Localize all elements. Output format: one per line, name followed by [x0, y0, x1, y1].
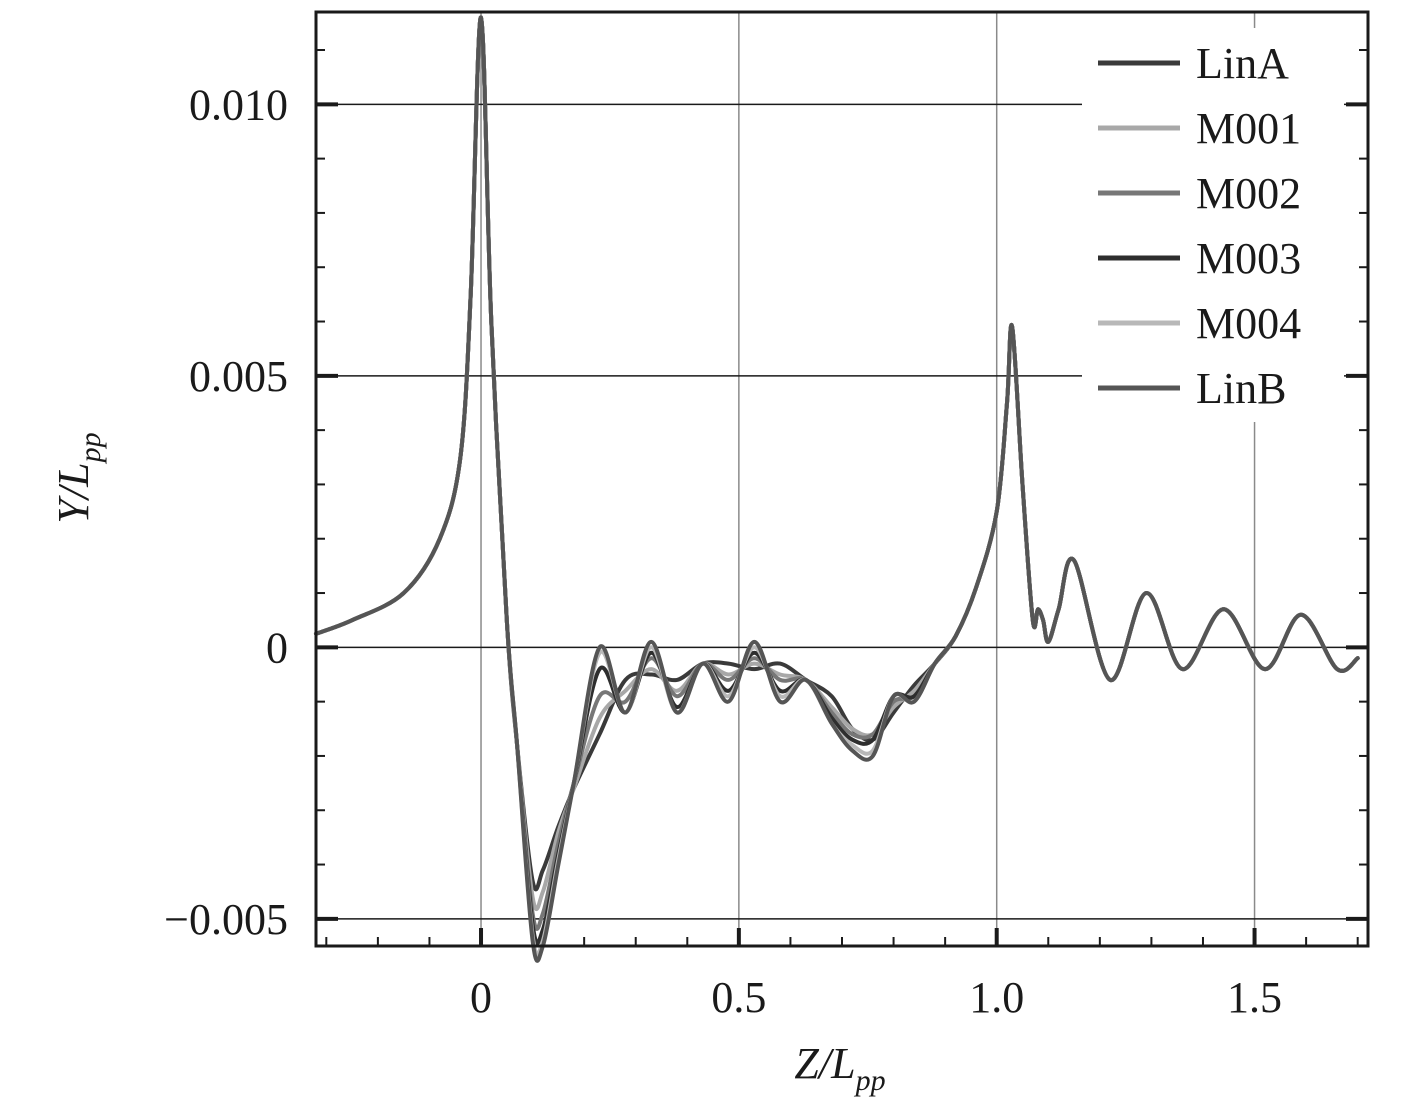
legend-background [1082, 28, 1344, 422]
plot-frame [314, 10, 1370, 948]
x-axis-title: Z/Lpp [794, 1039, 885, 1097]
y-tick-label: 0.010 [189, 80, 288, 129]
y-tick-label: 0.005 [189, 352, 288, 401]
legend-label-lina: LinA [1196, 39, 1289, 88]
y-axis-title-sub: pp [74, 432, 107, 464]
legend-label-m004: M004 [1196, 299, 1301, 348]
y-tick-label: 0 [266, 623, 288, 672]
legend: LinA M001 M002 M003 M004 LinB [1082, 28, 1344, 422]
legend-label-m003: M003 [1196, 234, 1301, 283]
y-axis-title: Y/Lpp [49, 432, 107, 523]
series-lines [314, 15, 1360, 963]
series-line-linb [314, 15, 1360, 963]
x-tick-labels: 0 0.5 1.0 1.5 [470, 973, 1282, 1022]
x-axis-title-sub: pp [854, 1064, 886, 1097]
y-tick-labels: 0.010 0.005 0 −0.005 [164, 80, 288, 944]
x-tick-label: 0 [470, 973, 492, 1022]
x-tick-label: 1.0 [969, 973, 1024, 1022]
y-tick-label: −0.005 [164, 895, 288, 944]
legend-label-linb: LinB [1196, 364, 1286, 413]
x-tick-label: 1.5 [1227, 973, 1282, 1022]
x-axis-title-main: Z/L [794, 1039, 855, 1088]
legend-label-m002: M002 [1196, 169, 1301, 218]
x-tick-label: 0.5 [711, 973, 766, 1022]
y-axis-title-main: Y/L [49, 462, 98, 523]
legend-label-m001: M001 [1196, 104, 1301, 153]
major-ticks [316, 102, 1368, 946]
